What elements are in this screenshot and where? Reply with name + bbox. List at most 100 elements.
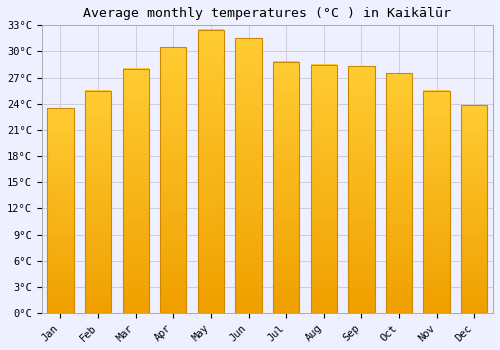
Bar xyxy=(160,133,186,140)
Bar xyxy=(424,118,450,124)
Bar xyxy=(85,218,112,224)
Bar xyxy=(461,204,487,209)
Bar xyxy=(85,201,112,208)
Bar xyxy=(85,91,112,313)
Bar xyxy=(160,100,186,107)
Bar xyxy=(310,188,337,195)
Bar xyxy=(85,112,112,118)
Bar xyxy=(236,141,262,148)
Bar xyxy=(122,130,149,136)
Bar xyxy=(348,66,374,313)
Bar xyxy=(461,230,487,235)
Bar xyxy=(386,234,412,241)
Bar xyxy=(198,114,224,122)
Bar xyxy=(198,121,224,129)
Bar xyxy=(424,112,450,118)
Bar xyxy=(310,182,337,189)
Bar xyxy=(85,251,112,257)
Bar xyxy=(122,233,149,240)
Bar xyxy=(122,87,149,93)
Bar xyxy=(48,282,74,287)
Bar xyxy=(310,213,337,220)
Bar xyxy=(273,275,299,282)
Bar xyxy=(386,193,412,199)
Bar xyxy=(386,175,412,181)
Bar xyxy=(122,282,149,289)
Bar xyxy=(198,199,224,207)
Bar xyxy=(348,288,374,294)
Bar xyxy=(236,72,262,79)
Bar xyxy=(236,93,262,100)
Bar xyxy=(85,307,112,313)
Bar xyxy=(236,155,262,162)
Bar xyxy=(85,224,112,230)
Bar xyxy=(236,107,262,114)
Bar xyxy=(424,96,450,102)
Bar xyxy=(310,163,337,170)
Bar xyxy=(424,296,450,302)
Bar xyxy=(85,107,112,113)
Bar xyxy=(236,271,262,279)
Bar xyxy=(236,196,262,203)
Bar xyxy=(48,225,74,231)
Bar xyxy=(273,181,299,188)
Bar xyxy=(160,253,186,260)
Bar xyxy=(160,106,186,113)
Bar xyxy=(198,107,224,115)
Bar xyxy=(461,152,487,158)
Bar xyxy=(461,209,487,215)
Bar xyxy=(461,105,487,313)
Bar xyxy=(310,257,337,263)
Bar xyxy=(236,251,262,258)
Bar xyxy=(310,83,337,89)
Bar xyxy=(85,129,112,135)
Bar xyxy=(198,220,224,228)
Bar xyxy=(348,214,374,220)
Bar xyxy=(273,199,299,206)
Bar xyxy=(122,75,149,81)
Bar xyxy=(236,100,262,107)
Bar xyxy=(236,38,262,45)
Bar xyxy=(461,141,487,147)
Bar xyxy=(348,263,374,270)
Bar xyxy=(348,251,374,258)
Bar xyxy=(273,118,299,125)
Bar xyxy=(236,265,262,272)
Bar xyxy=(273,131,299,137)
Bar xyxy=(198,214,224,221)
Bar xyxy=(348,183,374,190)
Bar xyxy=(48,292,74,298)
Bar xyxy=(122,203,149,209)
Bar xyxy=(424,90,450,96)
Bar xyxy=(273,225,299,231)
Bar xyxy=(386,276,412,283)
Bar xyxy=(85,279,112,285)
Bar xyxy=(348,239,374,245)
Bar xyxy=(48,277,74,282)
Bar xyxy=(198,36,224,44)
Bar xyxy=(198,306,224,313)
Bar xyxy=(310,232,337,238)
Bar xyxy=(310,269,337,276)
Bar xyxy=(160,60,186,67)
Bar xyxy=(386,247,412,253)
Bar xyxy=(85,235,112,241)
Bar xyxy=(198,150,224,157)
Bar xyxy=(48,138,74,144)
Bar xyxy=(160,86,186,93)
Bar xyxy=(348,121,374,128)
Bar xyxy=(122,178,149,185)
Bar xyxy=(273,256,299,263)
Bar xyxy=(198,164,224,171)
Bar xyxy=(48,154,74,159)
Bar xyxy=(160,299,186,306)
Bar xyxy=(85,301,112,307)
Bar xyxy=(461,173,487,178)
Bar xyxy=(122,264,149,270)
Bar xyxy=(348,91,374,97)
Bar xyxy=(386,103,412,109)
Bar xyxy=(48,149,74,154)
Bar xyxy=(386,169,412,175)
Bar xyxy=(198,171,224,178)
Bar xyxy=(85,162,112,168)
